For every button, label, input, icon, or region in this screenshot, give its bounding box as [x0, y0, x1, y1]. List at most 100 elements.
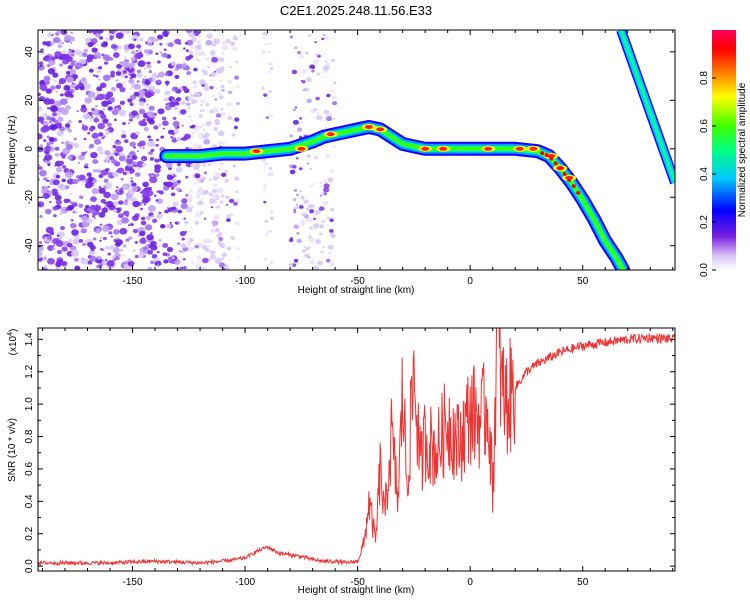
- noise-speckle: [146, 64, 152, 69]
- noise-speckle: [226, 102, 232, 107]
- noise-speckle: [105, 200, 114, 208]
- noise-speckle: [69, 222, 77, 229]
- noise-speckle: [199, 43, 202, 46]
- spectrogram-x-tick-label: -50: [350, 276, 365, 287]
- noise-speckle: [80, 152, 83, 155]
- noise-speckle: [129, 62, 136, 68]
- noise-speckle: [85, 204, 90, 209]
- noise-speckle: [87, 131, 91, 135]
- noise-speckle: [83, 181, 86, 184]
- noise-speckle: [38, 241, 43, 244]
- noise-speckle: [205, 39, 213, 46]
- noise-speckle: [150, 240, 158, 247]
- noise-speckle: [217, 241, 223, 246]
- noise-speckle: [134, 254, 139, 259]
- noise-speckle: [306, 77, 312, 83]
- noise-speckle: [81, 125, 89, 131]
- noise-speckle: [189, 125, 194, 129]
- noise-speckle: [315, 111, 319, 115]
- noise-speckle: [198, 51, 205, 56]
- noise-speckle: [308, 235, 312, 239]
- noise-speckle: [123, 185, 128, 189]
- noise-speckle: [295, 157, 299, 160]
- noise-speckle: [68, 169, 71, 171]
- noise-speckle: [296, 203, 299, 206]
- noise-speckle: [313, 59, 319, 64]
- noise-speckle: [294, 46, 298, 50]
- noise-speckle: [153, 257, 159, 262]
- spectrogram-y-tick-label: 0: [24, 146, 35, 152]
- noise-speckle: [186, 194, 193, 201]
- noise-speckle: [56, 111, 62, 116]
- noise-speckle: [221, 52, 225, 56]
- noise-speckle: [63, 84, 71, 91]
- noise-speckle: [130, 177, 133, 180]
- noise-speckle: [201, 198, 204, 200]
- noise-speckle: [221, 194, 225, 198]
- noise-speckle: [98, 214, 101, 217]
- noise-speckle: [210, 240, 214, 243]
- noise-speckle: [67, 178, 75, 185]
- noise-speckle: [49, 137, 55, 142]
- noise-speckle: [134, 162, 138, 165]
- noise-speckle: [157, 108, 165, 115]
- noise-speckle: [123, 210, 130, 216]
- noise-speckle: [106, 91, 114, 98]
- noise-speckle: [44, 80, 50, 85]
- spectrogram-y-ticks: -40 -20 0 20 40: [24, 46, 675, 253]
- noise-speckle: [202, 244, 208, 250]
- noise-speckle: [190, 163, 194, 167]
- noise-speckle: [133, 38, 137, 41]
- snr-series-line: [38, 328, 675, 567]
- noise-speckle: [108, 231, 113, 235]
- noise-speckle: [268, 230, 272, 233]
- noise-speckle: [123, 139, 129, 144]
- noise-speckle: [128, 236, 133, 240]
- noise-speckle: [301, 212, 307, 217]
- noise-speckle: [306, 246, 311, 250]
- noise-speckle: [167, 42, 174, 48]
- noise-speckle: [172, 201, 179, 207]
- noise-speckle: [99, 236, 103, 240]
- noise-speckle: [317, 260, 324, 266]
- noise-speckle: [323, 109, 329, 115]
- noise-speckle: [147, 140, 156, 148]
- noise-speckle: [38, 116, 45, 123]
- noise-speckle: [218, 57, 225, 63]
- noise-speckle: [312, 182, 316, 186]
- noise-speckle: [293, 224, 300, 229]
- noise-speckle: [115, 32, 124, 39]
- snr-y-tick-label: 0.8: [24, 429, 35, 443]
- noise-speckle: [270, 211, 273, 214]
- noise-speckle: [142, 158, 145, 161]
- noise-speckle: [111, 257, 115, 261]
- noise-speckle: [80, 151, 86, 156]
- noise-speckle: [91, 47, 98, 53]
- noise-speckle: [192, 164, 200, 171]
- noise-speckle: [217, 232, 223, 236]
- noise-speckle: [332, 100, 338, 106]
- noise-speckle: [110, 70, 115, 75]
- noise-speckle: [130, 57, 136, 62]
- noise-speckle: [180, 250, 184, 253]
- noise-speckle: [182, 266, 187, 270]
- noise-speckle: [323, 180, 328, 184]
- noise-speckle: [144, 80, 151, 86]
- noise-speckle: [196, 190, 203, 196]
- noise-speckle: [136, 150, 139, 153]
- noise-speckle: [331, 95, 337, 100]
- noise-speckle: [185, 102, 191, 107]
- colorbar: 0.0 0.2 0.4 0.6 0.8 Normalized spectral ampl…: [699, 30, 748, 277]
- noise-speckle: [103, 61, 108, 65]
- noise-speckle: [143, 67, 146, 70]
- noise-speckle: [107, 106, 113, 111]
- noise-speckle: [200, 209, 203, 212]
- noise-speckle: [148, 70, 153, 74]
- noise-speckle: [181, 237, 185, 241]
- noise-speckle: [150, 260, 155, 265]
- ridge-hotspot-core: [421, 146, 430, 151]
- noise-speckle: [293, 198, 297, 201]
- colorbar-tick-label: 0.4: [699, 167, 710, 181]
- spectrogram-ridges: [159, 30, 675, 270]
- noise-speckle: [98, 66, 103, 70]
